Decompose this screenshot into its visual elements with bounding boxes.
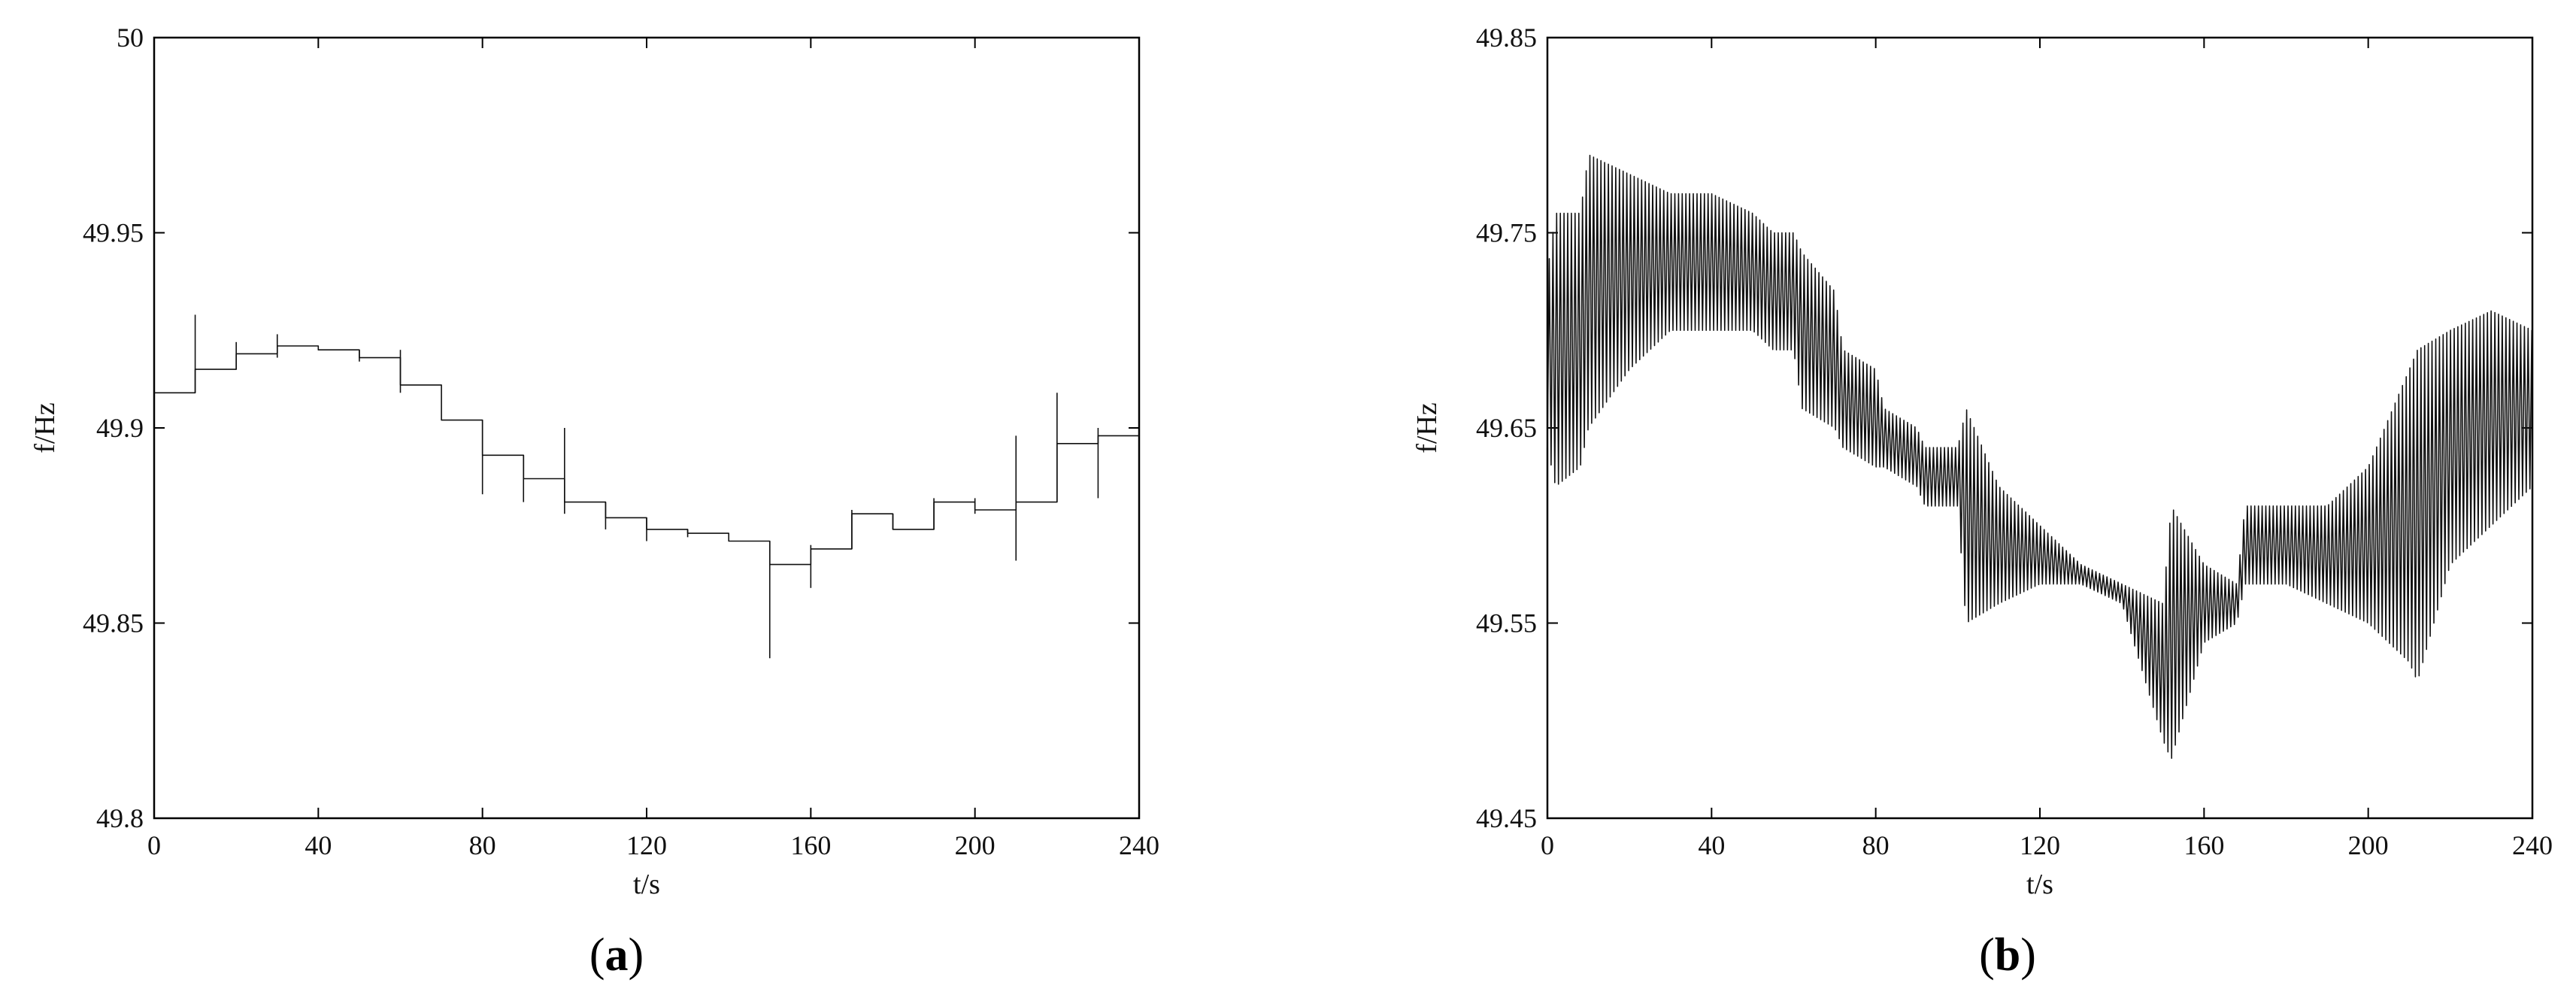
y-tick-label: 49.65 — [1476, 413, 1537, 443]
y-tick-label: 49.8 — [96, 803, 144, 833]
panel-label: (b) — [1979, 930, 2036, 981]
y-tick-label: 49.45 — [1476, 803, 1537, 833]
x-tick-label: 40 — [305, 830, 332, 860]
y-tick-label: 49.95 — [83, 218, 144, 248]
x-tick-label: 200 — [955, 830, 996, 860]
chart-panel-a: 0 40 80 120 160 200 240 49.8 49.85 49.9 49.95 50 t/s… — [29, 23, 1159, 981]
x-tick-label: 0 — [1541, 830, 1554, 860]
y-tick-label: 49.55 — [1476, 608, 1537, 638]
plot-frame — [1546, 36, 2534, 820]
y-tick-label: 49.9 — [96, 413, 144, 443]
y-axis-label: f/Hz — [29, 402, 61, 453]
x-tick-label: 0 — [147, 830, 161, 860]
x-tick-label: 120 — [626, 830, 667, 860]
x-axis-label: t/s — [2026, 869, 2053, 900]
chart-panel-b: 0 40 80 120 160 200 240 49.45 49.55 49.65 49.75 49.… — [1411, 23, 2553, 981]
series-line-oscillation — [1547, 154, 2532, 759]
x-tick-label: 160 — [2184, 830, 2224, 860]
x-axis-label: t/s — [633, 869, 660, 900]
y-tick-label: 49.85 — [83, 608, 144, 638]
x-tick-label: 80 — [1862, 830, 1890, 860]
x-tick-label: 120 — [2020, 830, 2060, 860]
y-tick-label: 49.75 — [1476, 218, 1537, 248]
x-tick-label: 80 — [469, 830, 496, 860]
x-tick-label: 40 — [1698, 830, 1725, 860]
x-tick-label: 200 — [2348, 830, 2389, 860]
x-tick-label: 240 — [1119, 830, 1159, 860]
x-tick-label: 160 — [790, 830, 831, 860]
y-tick-label: 49.85 — [1476, 23, 1537, 53]
y-axis-label: f/Hz — [1411, 402, 1443, 453]
y-tick-label: 50 — [117, 23, 144, 53]
plot-frame — [153, 36, 1141, 820]
x-tick-label: 240 — [2512, 830, 2553, 860]
panel-label: (a) — [589, 930, 644, 981]
